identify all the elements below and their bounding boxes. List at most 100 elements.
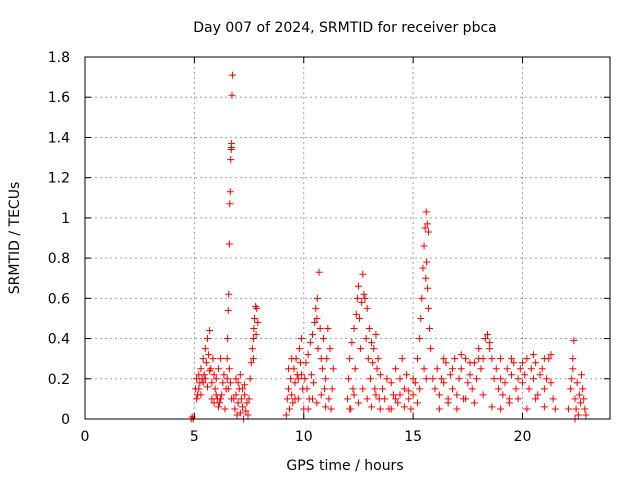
data-point	[383, 375, 391, 383]
data-point	[497, 355, 505, 363]
data-point	[433, 365, 441, 373]
data-point	[516, 365, 524, 373]
data-point	[484, 331, 491, 339]
axis-ticks	[84, 56, 610, 420]
data-point	[438, 375, 446, 383]
data-point	[387, 405, 395, 413]
data-point	[327, 405, 335, 413]
data-point	[205, 351, 213, 359]
x-tick-labels: 0 5 10 15 20	[81, 429, 532, 445]
data-point	[346, 405, 354, 413]
data-point	[226, 379, 234, 387]
y-tick-label: 0.2	[48, 372, 70, 388]
data-point	[422, 208, 430, 216]
data-point	[396, 375, 404, 383]
data-point	[284, 365, 292, 373]
data-point	[370, 345, 378, 353]
data-point	[294, 375, 302, 383]
data-point	[242, 407, 250, 415]
data-point	[497, 405, 505, 413]
data-point	[357, 345, 365, 353]
data-point	[547, 351, 555, 359]
data-point	[248, 345, 256, 353]
data-point	[373, 365, 381, 373]
data-point	[313, 314, 321, 322]
data-point	[421, 224, 429, 232]
data-point	[311, 318, 319, 326]
data-point	[226, 188, 234, 196]
data-point	[302, 359, 310, 367]
data-point	[420, 242, 428, 250]
data-point	[295, 345, 303, 353]
data-point	[314, 345, 322, 353]
data-point	[571, 395, 579, 403]
data-point	[225, 365, 233, 373]
data-point	[525, 385, 533, 393]
data-point	[244, 411, 252, 419]
data-point	[423, 258, 431, 266]
data-point	[321, 385, 329, 393]
data-point	[234, 379, 242, 387]
data-point	[252, 331, 260, 339]
data-point	[575, 391, 583, 399]
data-point	[424, 228, 432, 236]
data-point	[328, 385, 336, 393]
data-point	[210, 371, 218, 379]
y-tick-label: 1	[61, 211, 70, 227]
data-point	[424, 304, 432, 312]
data-point	[409, 375, 417, 383]
data-point	[407, 405, 415, 413]
data-point	[325, 395, 333, 403]
data-point	[457, 351, 465, 359]
data-point	[570, 337, 578, 345]
data-point	[298, 371, 306, 379]
data-point	[359, 270, 367, 278]
data-point	[453, 391, 461, 399]
data-point	[572, 405, 580, 413]
data-point	[435, 405, 443, 413]
data-point	[241, 391, 249, 399]
y-tick-label: 1.4	[48, 130, 70, 146]
data-point	[350, 391, 358, 399]
data-point	[349, 385, 357, 393]
data-point	[364, 355, 372, 363]
data-point	[232, 375, 240, 383]
data-point	[372, 331, 380, 339]
data-point	[224, 385, 232, 393]
data-point	[254, 318, 262, 326]
data-point	[351, 365, 359, 373]
data-point	[236, 409, 244, 417]
data-point	[214, 403, 222, 411]
data-point	[323, 355, 331, 363]
data-point	[224, 306, 232, 314]
data-point	[479, 391, 487, 399]
data-point	[534, 391, 542, 399]
data-point	[477, 365, 485, 373]
data-point	[217, 355, 225, 363]
data-point	[411, 379, 419, 387]
data-point	[514, 375, 522, 383]
data-point	[376, 371, 384, 379]
data-point	[426, 325, 434, 332]
data-point	[564, 405, 572, 413]
data-point	[547, 379, 555, 387]
data-point	[573, 379, 581, 387]
data-point	[416, 385, 424, 393]
data-point	[372, 391, 380, 399]
y-tick-label: 1.2	[48, 171, 70, 187]
y-tick-label: 1.8	[48, 50, 70, 66]
data-point	[400, 403, 408, 411]
data-point	[312, 304, 320, 312]
data-point	[208, 395, 216, 403]
data-point	[423, 220, 431, 228]
data-point	[366, 375, 374, 383]
data-point	[230, 395, 238, 403]
data-point	[417, 314, 425, 322]
data-point	[348, 339, 356, 347]
data-point	[317, 391, 325, 399]
data-point	[387, 379, 395, 387]
data-point	[580, 395, 588, 403]
data-point	[204, 383, 211, 391]
data-point	[224, 335, 232, 343]
data-point	[204, 335, 211, 343]
